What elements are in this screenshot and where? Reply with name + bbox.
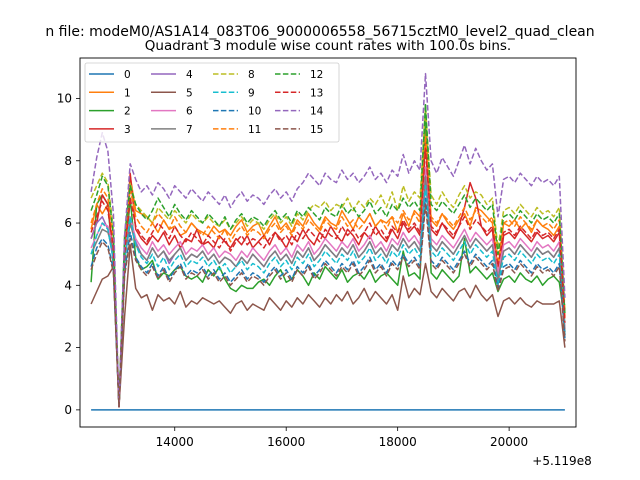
y-tick-label: 6 — [64, 216, 72, 230]
y-tick-label: 8 — [64, 154, 72, 168]
series-line-9 — [90, 184, 566, 408]
series-line-7 — [90, 175, 566, 408]
legend-label-12: 12 — [310, 69, 323, 81]
x-tick-label: 20000 — [490, 435, 528, 449]
legend-label-1: 1 — [124, 87, 131, 99]
series-line-3 — [90, 141, 566, 408]
figure-suptitle: n file: modeM0/AS1A14_083T06_9000006558_… — [45, 24, 594, 40]
series-line-13 — [90, 147, 566, 408]
legend-label-7: 7 — [186, 124, 193, 136]
plot-area — [90, 72, 566, 411]
x-tick-label: 14000 — [156, 435, 194, 449]
series-line-6 — [90, 166, 566, 408]
x-axis: 14000 16000 18000 20000 — [156, 427, 528, 449]
legend-label-3: 3 — [124, 124, 131, 136]
axes-frame — [79, 57, 577, 428]
series-line-14 — [90, 72, 566, 408]
legend-label-0: 0 — [124, 69, 131, 81]
y-axis: 0 2 4 6 8 10 — [57, 91, 80, 417]
legend-label-14: 14 — [310, 106, 324, 118]
legend-label-13: 13 — [310, 87, 323, 99]
legend-label-11: 11 — [248, 124, 261, 136]
series-line-10 — [90, 197, 566, 408]
legend-label-10: 10 — [248, 106, 261, 118]
chart-title: Quadrant 3 module wise count rates with … — [145, 38, 511, 54]
series-line-15 — [90, 203, 566, 408]
y-tick-label: 4 — [64, 278, 72, 292]
x-offset-label: +5.119e8 — [532, 454, 591, 468]
legend-label-9: 9 — [248, 87, 255, 99]
series-line-11 — [90, 135, 566, 408]
y-tick-label: 2 — [64, 341, 72, 355]
series-line-8 — [90, 107, 566, 408]
legend-label-2: 2 — [124, 106, 131, 118]
legend-label-5: 5 — [186, 87, 193, 99]
x-tick-label: 18000 — [379, 435, 417, 449]
y-tick-label: 10 — [57, 91, 72, 105]
legend-label-15: 15 — [310, 124, 323, 136]
legend-label-6: 6 — [186, 106, 193, 118]
series-line-2 — [90, 103, 566, 408]
series-line-12 — [90, 103, 566, 408]
x-tick-label: 16000 — [267, 435, 305, 449]
series-line-5 — [90, 244, 566, 408]
y-tick-label: 0 — [64, 403, 72, 417]
legend-label-8: 8 — [248, 69, 255, 81]
legend-label-4: 4 — [186, 69, 193, 81]
legend-box — [84, 62, 340, 143]
